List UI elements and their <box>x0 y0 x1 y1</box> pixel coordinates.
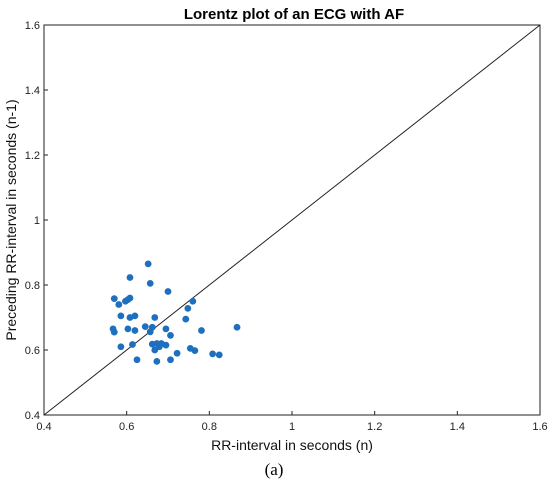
scatter-point <box>167 356 174 364</box>
scatter-point <box>191 347 199 355</box>
x-tick-label: 1.4 <box>450 421 465 433</box>
scatter-point <box>153 357 161 365</box>
scatter-point <box>126 274 134 281</box>
figure-caption: (a) <box>265 460 284 479</box>
y-tick-label: 1.4 <box>25 85 40 97</box>
scatter-point <box>110 328 118 336</box>
scatter-point <box>131 327 139 334</box>
identity-reference-line <box>43 24 541 416</box>
axis-ticks: 0.4 0.6 0.8 1 1.2 1.4 1.6 0.4 0.6 0.8 1 1.2 1.4 1.6 <box>25 20 548 433</box>
x-tick-label: 0.4 <box>36 421 51 433</box>
scatter-point <box>124 325 132 333</box>
y-tick-label: 0.4 <box>25 410 40 422</box>
y-tick-label: 1.2 <box>25 150 40 162</box>
x-tick-label: 0.8 <box>202 421 217 433</box>
scatter-point <box>146 279 154 287</box>
scatter-point <box>162 341 170 349</box>
scatter-point <box>117 312 125 320</box>
x-tick-label: 1.6 <box>532 421 547 433</box>
x-axis-label: RR-interval in seconds (n) <box>211 437 373 453</box>
scatter-point <box>144 260 152 268</box>
scatter-point <box>148 323 156 331</box>
y-tick-label: 0.8 <box>25 280 40 292</box>
y-tick-label: 1 <box>34 215 40 227</box>
x-tick-label: 0.6 <box>119 421 134 433</box>
scatter-point <box>215 351 223 359</box>
scatter-point <box>209 350 217 358</box>
scatter-point <box>133 356 141 364</box>
y-tick-label: 0.6 <box>25 345 40 357</box>
scatter-point <box>198 327 205 334</box>
scatter-point <box>162 325 170 333</box>
scatter-point <box>184 305 192 312</box>
scatter-point <box>233 323 241 331</box>
scatter-point <box>117 343 125 351</box>
scatter-point <box>151 314 159 321</box>
scatter-point <box>131 312 139 320</box>
chart-title: Lorentz plot of an ECG with AF <box>184 6 404 23</box>
y-axis-label: Preceding RR-interval in seconds (n-1) <box>3 99 19 340</box>
x-tick-label: 1.2 <box>367 421 382 433</box>
scatter-point <box>182 315 190 323</box>
scatter-point <box>110 295 118 303</box>
scatter-point <box>126 294 134 302</box>
x-tick-label: 1 <box>289 421 295 433</box>
scatter-point <box>164 288 172 295</box>
scatter-point <box>173 349 181 357</box>
y-tick-label: 1.6 <box>25 20 40 32</box>
scatter-point <box>129 341 136 348</box>
scatter-point <box>141 323 149 330</box>
scatter-point <box>189 297 197 305</box>
scatter-points <box>109 260 241 365</box>
scatter-point <box>167 331 174 339</box>
scatter-point <box>115 301 123 308</box>
